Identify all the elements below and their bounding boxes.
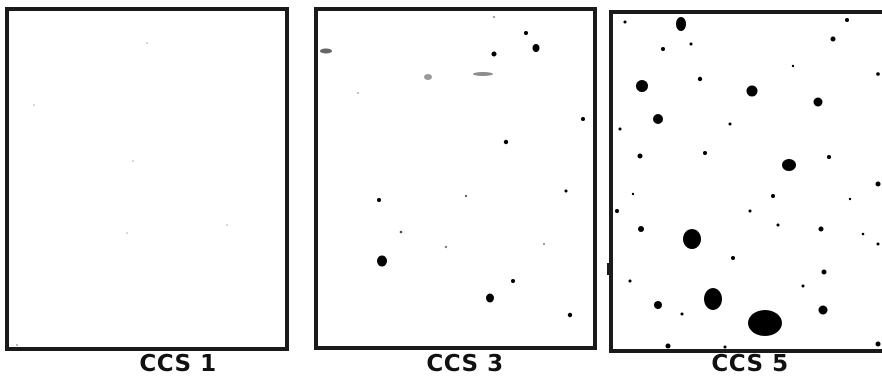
- ccs-5-micrograph: [615, 17, 881, 349]
- ccs-3-caption: CCS 3: [426, 351, 504, 377]
- ccs-5-caption: CCS 5: [711, 351, 789, 377]
- ccs-5-image-panel: [609, 10, 882, 353]
- ccs-3-image-panel: [314, 7, 597, 350]
- panel-edge-tick: [607, 263, 609, 275]
- ccs-1-micrograph: [16, 42, 228, 346]
- ccs-3-micrograph: [320, 16, 585, 318]
- ccs-1-image-panel: [5, 7, 289, 351]
- ccs-1-caption: CCS 1: [139, 351, 217, 377]
